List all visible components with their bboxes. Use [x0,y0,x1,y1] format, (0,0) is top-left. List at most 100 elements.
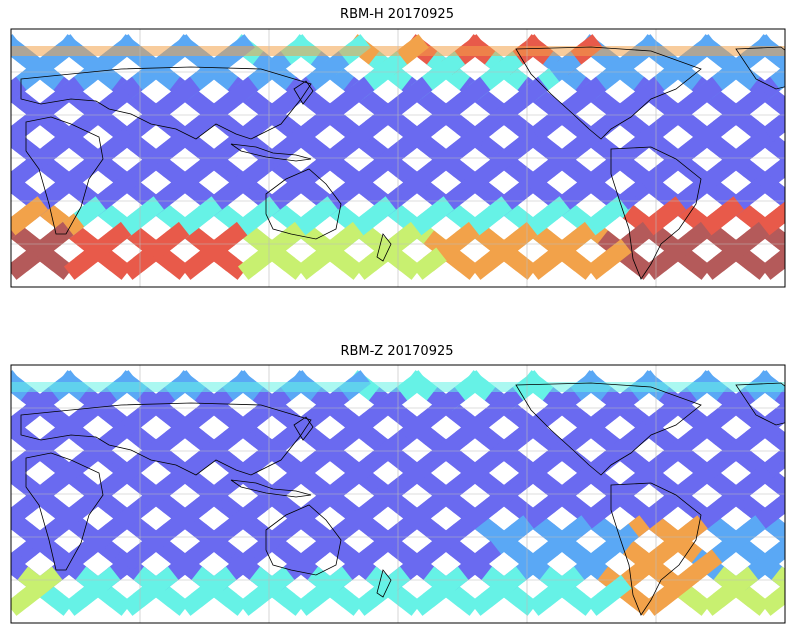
swath-segment [179,247,215,280]
coastline-path [515,46,702,140]
swath-segment [11,462,16,473]
swath-segment [775,188,785,209]
swath-segment [121,247,157,280]
coastline-path [515,382,702,476]
swath-segment [11,247,41,280]
swath-segment [759,247,785,280]
coastline-path [230,479,312,498]
swath-segment [11,583,41,616]
swath-segment [39,583,75,616]
coastline-path [265,168,342,240]
swath-segment [643,583,679,616]
swath-segment [677,247,713,280]
swath-segment [97,583,133,616]
swath-segment [295,247,331,280]
swath-segment [63,583,99,616]
swath-segment [271,583,307,616]
swath-segment [778,150,785,164]
gridlines-1 [11,29,785,287]
coastlines-1 [20,46,785,280]
swath-segment [11,229,16,239]
swath-segment [585,583,621,616]
map-frame-1 [10,28,786,288]
coastline-path [230,143,312,162]
swath-segment [759,583,785,616]
swath-segment [11,507,24,531]
map-panel-1 [10,28,786,288]
panel-2-title: RBM-Z 20170925 [340,344,454,359]
gridlines-2 [11,365,785,623]
swath-layer-1 [11,34,785,280]
swath-segment [469,583,505,616]
panel-1-title: RBM-H 20170925 [340,7,454,22]
swath-segment [503,247,539,280]
swath-segment [11,370,23,393]
swath-segment [11,553,20,571]
swath-segment [643,247,679,280]
swath-segment [353,583,389,616]
swath-segment [469,247,505,280]
map-panel-2 [10,364,786,624]
swath-segment [11,130,20,148]
swath-segment [445,247,481,280]
swath-segment [97,247,133,280]
swath-segment [11,416,20,434]
coastlines-2 [20,382,785,616]
swath-segment [155,583,191,616]
swath-segment [735,583,771,616]
swath-segment [213,247,249,280]
swath-segment [767,136,785,164]
swath-segment [778,486,785,500]
coastline-path [735,382,785,426]
swath-segment [11,76,27,103]
swath-segment [179,583,215,616]
swath-segment [11,412,27,439]
swath-segment [778,64,785,79]
swath-segment [11,80,20,98]
swath-segment [561,583,597,616]
swath-segment [527,583,563,616]
coastline-path [735,46,785,90]
swath-segment [561,247,597,280]
swath-segment [121,583,157,616]
swath-segment [387,247,423,280]
swath-segment [387,583,423,616]
swath-segment [527,247,563,280]
swath-segment [411,247,447,280]
coastline-path [376,569,392,598]
swath-segment [11,466,20,484]
swath-segment [677,583,713,616]
swath-segment [237,247,273,280]
swath-segment [778,537,785,552]
swath-segment [295,583,331,616]
coastline-path [20,402,312,476]
swath-segment [619,583,655,616]
swath-segment [329,247,365,280]
swath-segment [353,247,389,280]
coastline-path [25,116,104,235]
swath-segment [774,491,785,514]
swath-segment [775,524,785,545]
swath-segment [11,34,23,57]
coastline-path [25,452,104,571]
map-frame-2 [10,364,786,624]
swath-segment [329,583,365,616]
coastline-path [293,416,314,441]
swath-segment [767,472,785,500]
swath-segment [701,247,737,280]
swath-segment [774,51,785,73]
swath-segment [11,170,23,194]
swath-segment [774,387,785,409]
coastline-path [265,504,342,576]
swath-segment [237,583,273,616]
swath-segment [503,583,539,616]
swath-segment [155,247,191,280]
swath-segment [11,171,24,195]
swath-segment [271,247,307,280]
coastline-path [20,66,312,140]
swath-segment [11,92,16,103]
swath-segment [445,583,481,616]
swath-segment [774,155,785,178]
coastline-path [293,80,314,105]
